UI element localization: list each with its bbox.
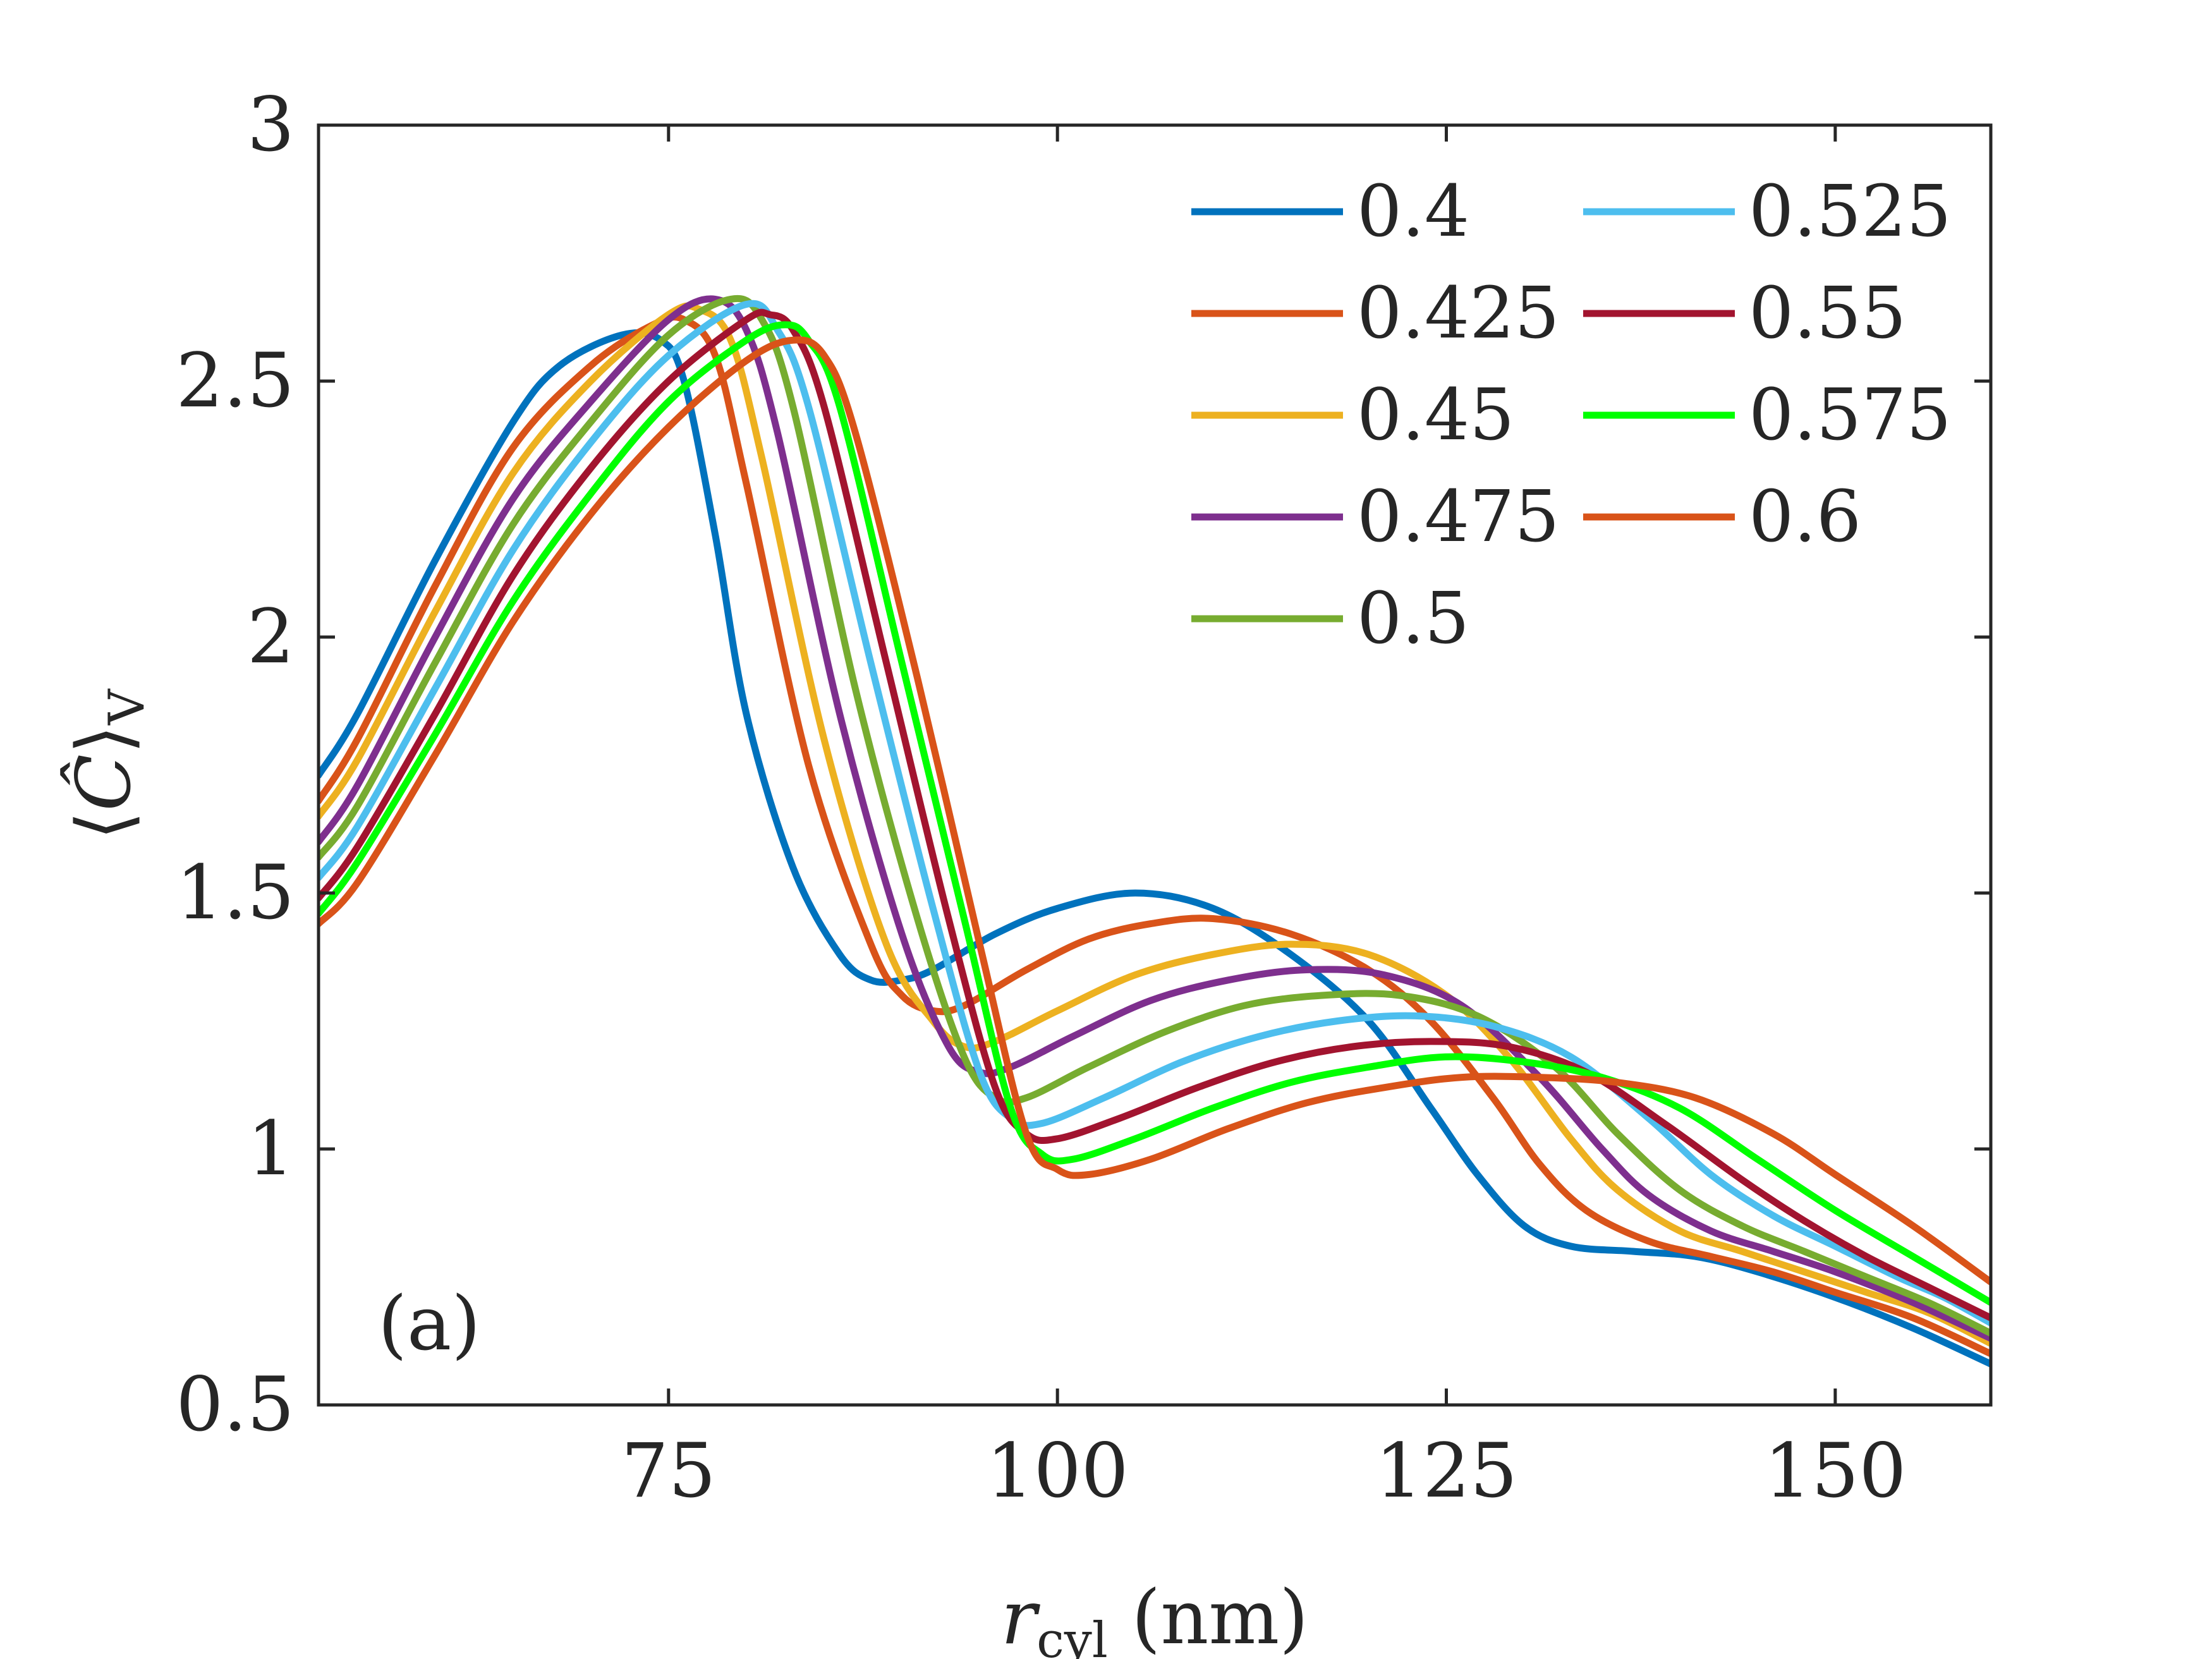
- legend-label: 0.475: [1357, 476, 1560, 558]
- legend-label: 0.45: [1357, 374, 1514, 456]
- legend-item-0.575: 0.575: [1583, 374, 1952, 456]
- legend-item-0.4: 0.4: [1191, 171, 1469, 253]
- legend-label: 0.425: [1357, 272, 1560, 355]
- x-axis-label-subscript: cyl: [1036, 1612, 1108, 1659]
- legend-item-0.475: 0.475: [1191, 476, 1560, 558]
- y-axis-label: ⟨Ĉ⟩V: [60, 688, 155, 840]
- x-axis-label-unit: (nm): [1108, 1574, 1308, 1659]
- legend-item-0.5: 0.5: [1191, 578, 1469, 660]
- plot-area-frame: [317, 123, 1993, 1407]
- series-line-0.425: [319, 313, 1991, 1358]
- legend-label: 0.525: [1749, 171, 1952, 253]
- tick-label-layer: 75 100 125 150 0.5 1 1.5 2 2.5 3: [176, 81, 1906, 1514]
- legend-item-0.6: 0.6: [1583, 476, 1861, 558]
- y-tick-label: 1.5: [176, 849, 295, 936]
- panel-label: (a): [378, 1280, 480, 1367]
- y-axis-label-close-bracket: ⟩: [60, 725, 147, 754]
- y-tick-label: 0.5: [176, 1361, 295, 1448]
- y-tick-label: 2.5: [176, 337, 295, 424]
- y-tick-label: 1: [247, 1105, 295, 1192]
- legend-label: 0.6: [1749, 476, 1861, 558]
- x-tick-label: 75: [621, 1427, 716, 1514]
- y-tick-label: 2: [247, 593, 295, 680]
- legend-item-0.45: 0.45: [1191, 374, 1514, 456]
- tick-layer: [319, 123, 1991, 1407]
- x-tick-label: 125: [1375, 1427, 1517, 1514]
- y-axis-label-open-bracket: ⟨: [60, 811, 147, 840]
- legend-label: 0.5: [1357, 578, 1469, 660]
- series-line-0.55: [319, 308, 1991, 1322]
- series-layer: [319, 295, 1991, 1368]
- y-axis-label-symbol: Ĉ: [60, 754, 147, 811]
- y-axis-label-subscript: V: [99, 688, 155, 726]
- y-tick-label: 3: [247, 81, 295, 168]
- x-tick-label: 150: [1764, 1427, 1906, 1514]
- series-line-0.6: [319, 336, 1991, 1286]
- x-axis-label-symbol: r: [1001, 1574, 1041, 1659]
- legend: 0.4 0.425 0.45 0.475 0.5 0.525 0.55 0.575 0.6: [1191, 171, 1952, 660]
- series-line-0.575: [319, 321, 1991, 1306]
- x-tick-label: 100: [987, 1427, 1129, 1514]
- x-axis-label: rcyl (nm): [1001, 1574, 1309, 1659]
- legend-item-0.525: 0.525: [1583, 171, 1952, 253]
- legend-label: 0.55: [1749, 272, 1906, 355]
- legend-label: 0.4: [1357, 171, 1469, 253]
- legend-item-0.425: 0.425: [1191, 272, 1560, 355]
- legend-label: 0.575: [1749, 374, 1952, 456]
- legend-item-0.55: 0.55: [1583, 272, 1906, 355]
